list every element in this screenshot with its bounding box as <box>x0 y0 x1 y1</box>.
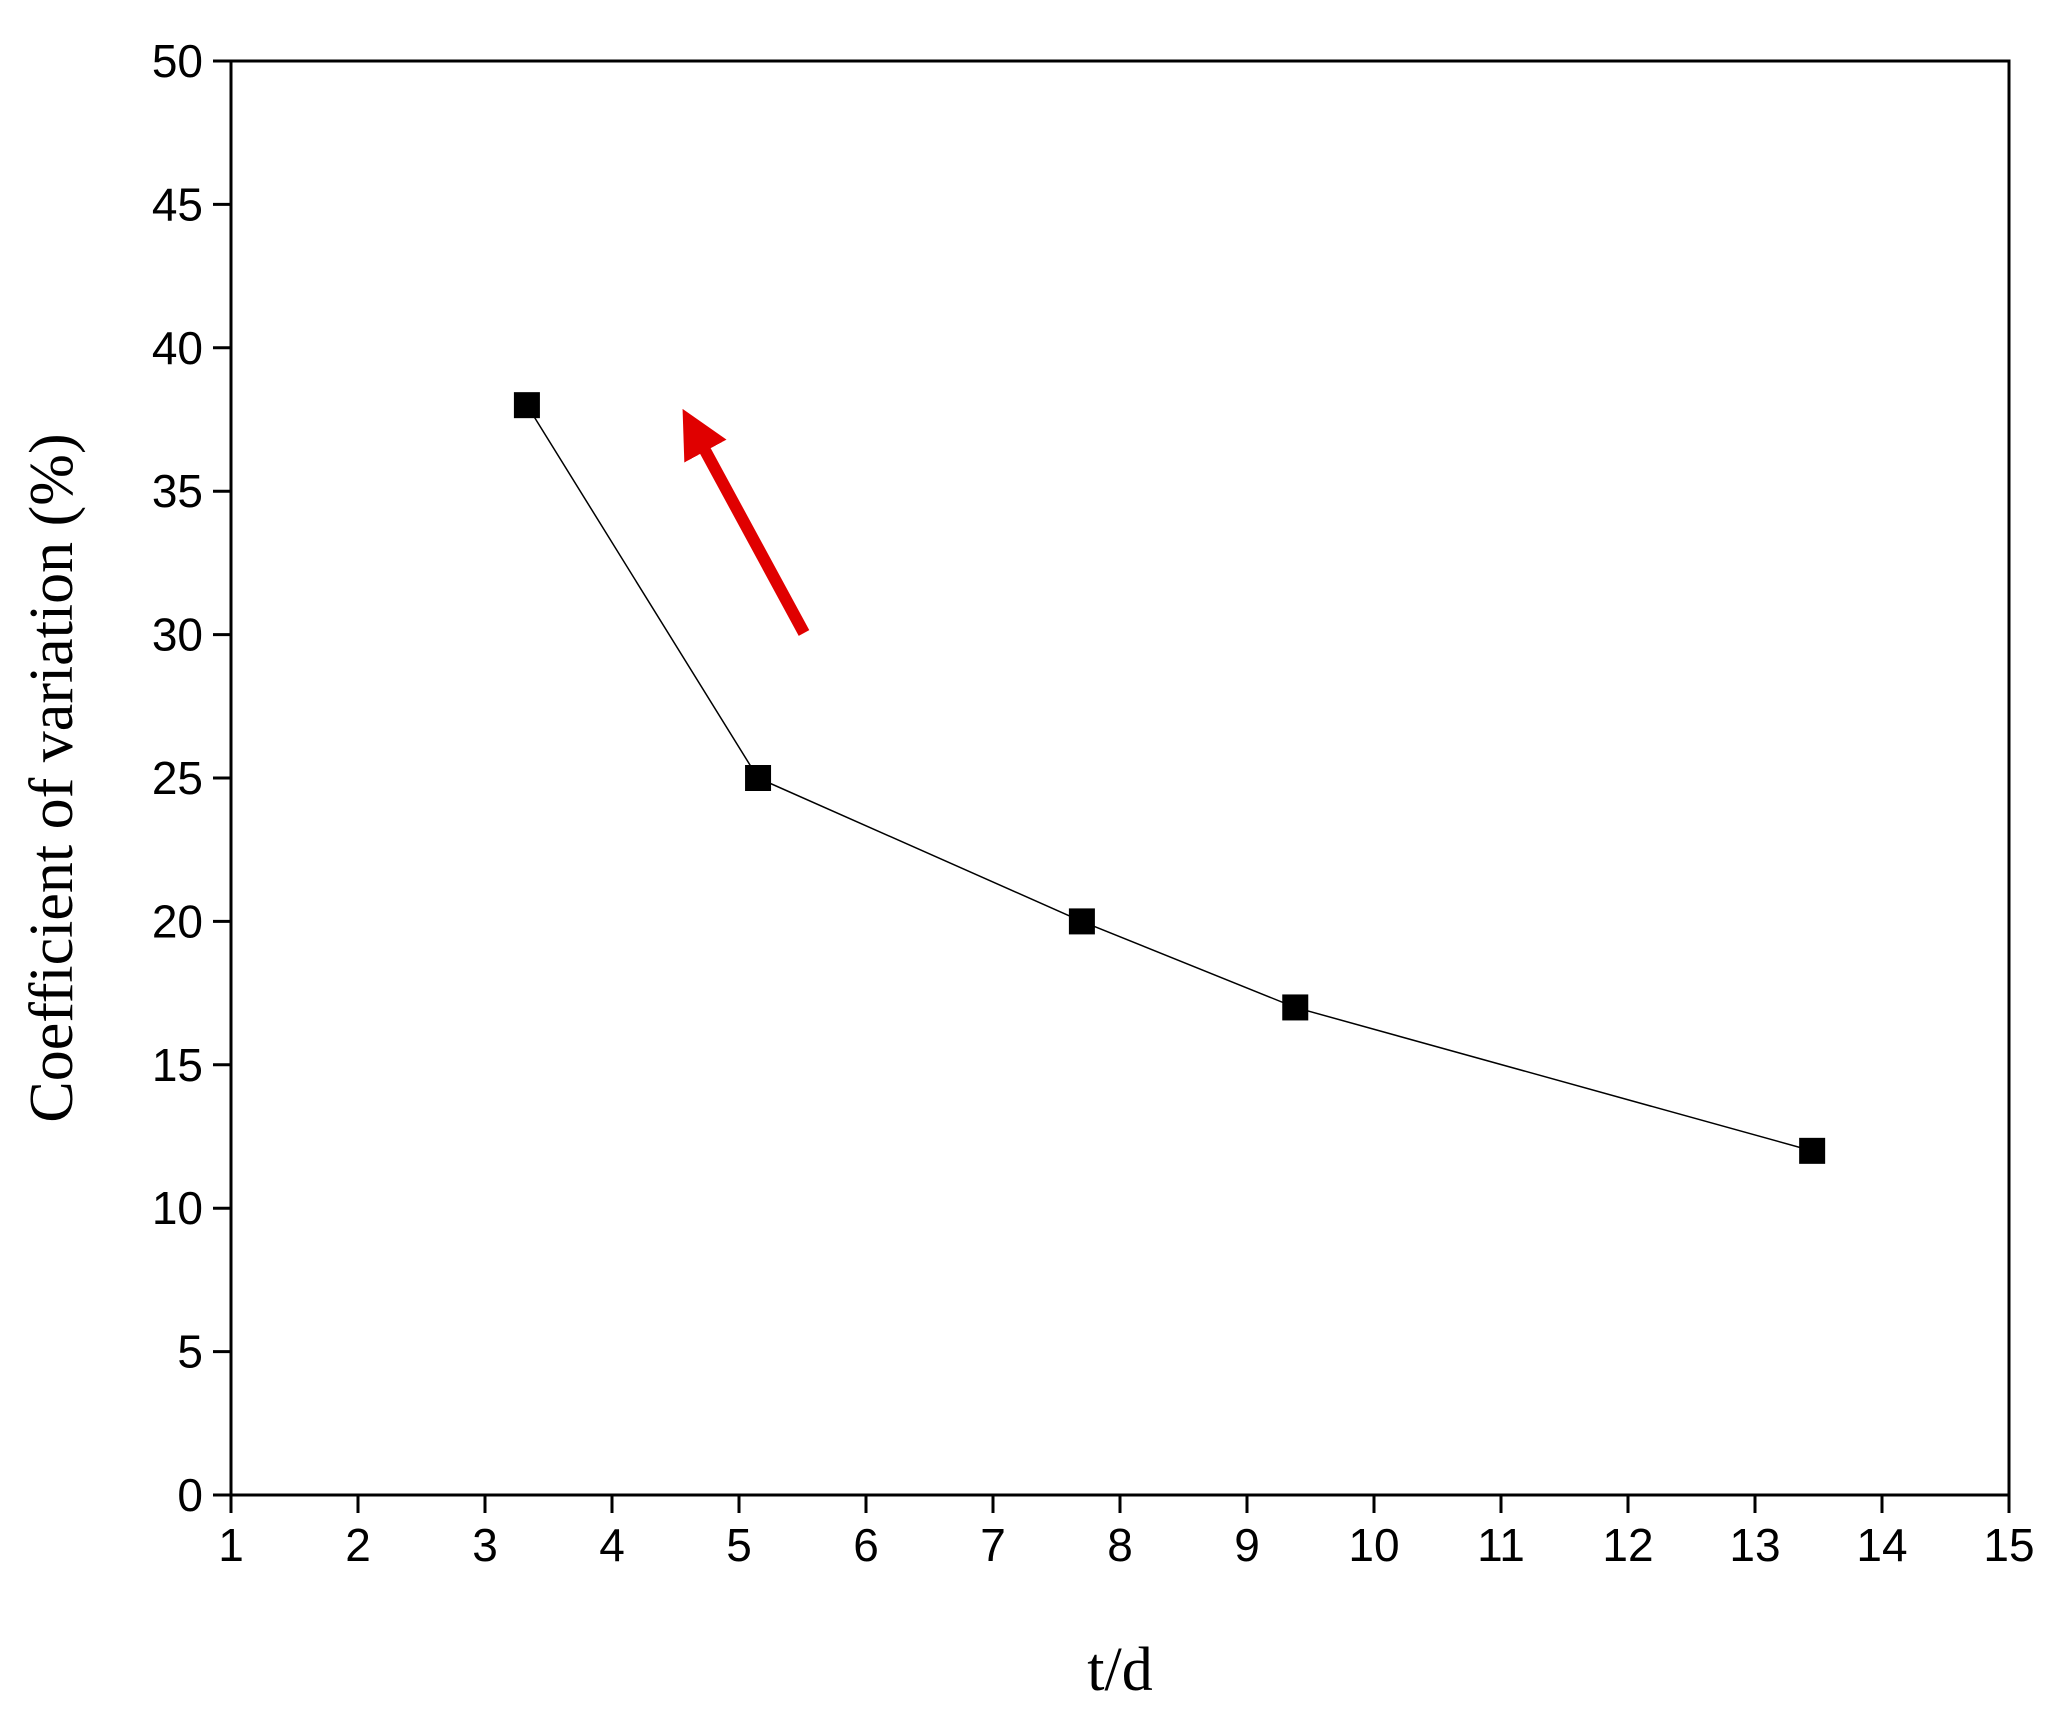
x-tick-label: 4 <box>599 1519 625 1571</box>
x-tick-label: 3 <box>472 1519 498 1571</box>
data-point <box>1799 1137 1826 1164</box>
x-tick-label: 10 <box>1348 1519 1399 1571</box>
y-tick-label: 20 <box>152 895 203 947</box>
y-tick-label: 50 <box>152 35 203 87</box>
y-tick-label: 25 <box>152 752 203 804</box>
y-tick-label: 5 <box>177 1326 203 1378</box>
y-tick-label: 45 <box>152 178 203 230</box>
data-point <box>513 392 540 419</box>
y-tick-label: 30 <box>152 609 203 661</box>
x-tick-label: 2 <box>345 1519 371 1571</box>
x-tick-label: 11 <box>1477 1519 1525 1571</box>
x-tick-label: 13 <box>1729 1519 1780 1571</box>
y-tick-label: 40 <box>152 322 203 374</box>
y-tick-label: 10 <box>152 1182 203 1234</box>
y-axis-title: Coefficient of variation (%) <box>18 433 86 1122</box>
x-tick-label: 12 <box>1602 1519 1653 1571</box>
plot-frame <box>229 59 2011 1497</box>
x-tick-label: 5 <box>726 1519 752 1571</box>
x-tick-label: 1 <box>218 1519 244 1571</box>
x-tick-label: 15 <box>1983 1519 2034 1571</box>
x-tick-label: 14 <box>1856 1519 1907 1571</box>
data-point <box>1068 908 1095 935</box>
y-tick-label: 35 <box>152 465 203 517</box>
x-tick-label: 6 <box>853 1519 879 1571</box>
data-point <box>1282 994 1309 1021</box>
series-line <box>526 404 1813 1152</box>
data-point <box>745 765 772 791</box>
y-tick-label: 0 <box>177 1469 203 1521</box>
x-axis-title: t/d <box>1087 1636 1152 1704</box>
y-tick-label: 15 <box>152 1039 203 1091</box>
x-tick-label: 8 <box>1107 1519 1133 1571</box>
x-tick-label: 9 <box>1234 1519 1260 1571</box>
trend-arrow <box>682 408 810 636</box>
x-tick-label: 7 <box>980 1519 1006 1571</box>
